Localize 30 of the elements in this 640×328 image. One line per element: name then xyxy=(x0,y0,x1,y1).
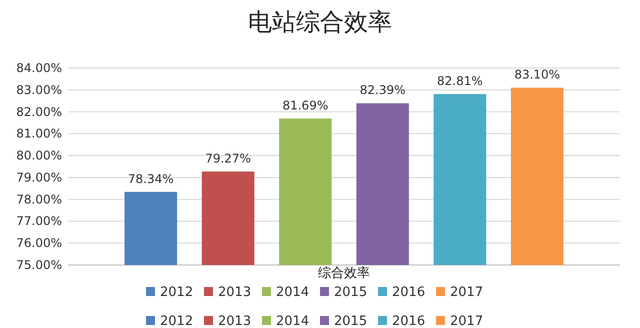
data-label: 83.10% xyxy=(514,68,560,82)
legend-label: 2015 xyxy=(334,285,368,300)
y-tick-label: 80.00% xyxy=(16,148,62,163)
legend-label: 2013 xyxy=(218,285,252,300)
legend-label: 2012 xyxy=(160,285,194,300)
y-tick-label: 79.00% xyxy=(16,170,62,184)
data-label: 78.34% xyxy=(128,172,174,186)
y-tick-label: 78.00% xyxy=(16,192,62,206)
text: 2012 xyxy=(160,314,194,328)
data-label: 81.69% xyxy=(282,98,328,113)
text: 2014 xyxy=(276,314,310,328)
data-label: 79.27% xyxy=(205,152,251,166)
text: 2017 xyxy=(450,314,484,328)
x-tick-label: 综合效率 xyxy=(318,265,370,281)
legend-label: 2014 xyxy=(276,285,310,300)
y-tick-label: 81.00% xyxy=(16,126,62,141)
legend-label: 2017 xyxy=(450,285,484,300)
y-tick-label: 83.00% xyxy=(16,82,62,97)
data-label: 82.81% xyxy=(437,74,483,88)
chart-title: 电站综合效率 xyxy=(248,8,392,36)
y-tick-label: 84.00% xyxy=(16,61,62,75)
y-tick-label: 82.00% xyxy=(16,104,62,119)
data-label: 82.39% xyxy=(360,83,406,98)
y-tick-label: 77.00% xyxy=(16,214,62,228)
text: 2016 xyxy=(392,314,426,328)
text: 2015 xyxy=(334,314,368,328)
legend-label: 2016 xyxy=(392,285,426,300)
y-tick-label: 76.00% xyxy=(16,236,62,250)
y-tick-label: 75.00% xyxy=(16,258,62,272)
text: 2013 xyxy=(218,314,252,328)
